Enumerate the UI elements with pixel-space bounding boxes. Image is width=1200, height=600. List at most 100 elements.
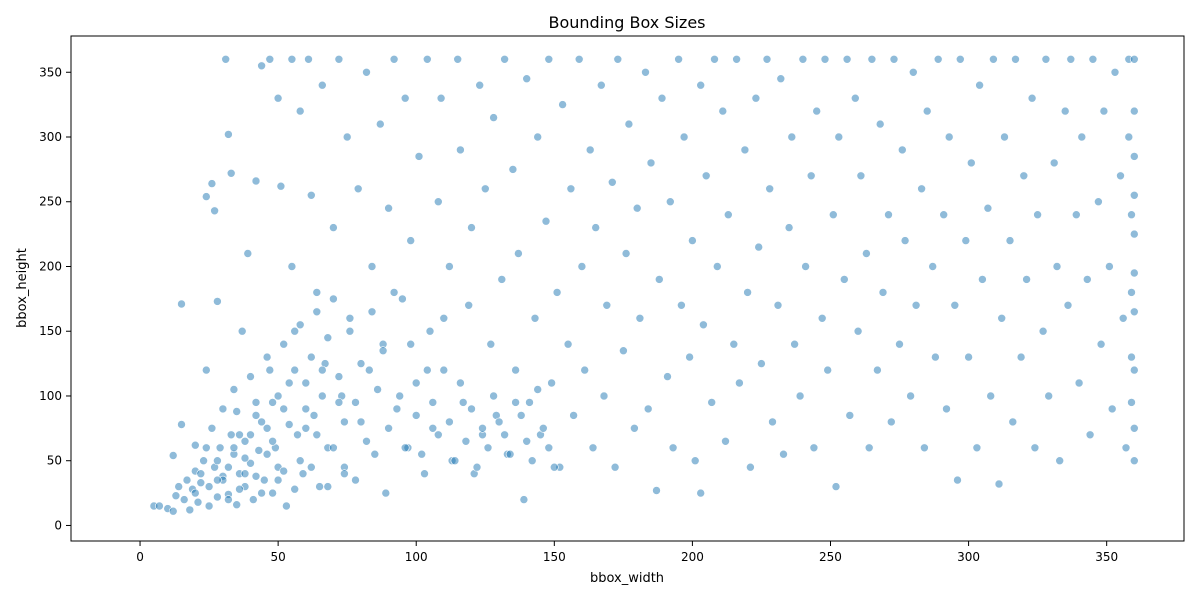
data-point <box>511 398 520 407</box>
data-point <box>911 300 921 310</box>
data-point <box>665 197 675 206</box>
data-point <box>1055 456 1064 466</box>
data-point <box>779 449 788 459</box>
data-point <box>268 436 277 446</box>
data-point <box>240 469 250 479</box>
data-point <box>445 262 454 271</box>
data-point <box>696 488 706 498</box>
data-point <box>1038 326 1048 336</box>
data-point <box>323 482 333 491</box>
data-point <box>345 313 355 323</box>
data-point <box>356 359 366 368</box>
data-point <box>511 365 520 375</box>
data-point <box>1130 456 1139 466</box>
data-point <box>290 484 300 494</box>
data-point <box>249 495 258 504</box>
x-tick-label: 50 <box>270 550 285 564</box>
data-point <box>298 469 308 479</box>
data-point <box>439 313 449 323</box>
data-point <box>436 93 446 103</box>
data-point <box>221 54 230 64</box>
data-point <box>480 184 490 194</box>
data-point <box>486 339 496 349</box>
data-point <box>257 417 266 427</box>
data-point <box>378 346 388 356</box>
data-point <box>630 423 639 433</box>
data-point <box>185 505 195 515</box>
data-point <box>1072 210 1081 219</box>
data-point <box>668 443 678 453</box>
data-point <box>315 482 324 491</box>
data-point <box>1110 68 1120 77</box>
data-point <box>317 391 327 401</box>
data-point <box>850 93 860 103</box>
data-point <box>329 223 338 232</box>
data-point <box>279 466 289 476</box>
data-point <box>246 430 255 440</box>
data-point <box>1030 443 1040 453</box>
data-point <box>544 443 554 453</box>
data-point <box>1124 132 1134 142</box>
data-point <box>751 93 761 103</box>
data-point <box>966 158 976 168</box>
data-point <box>370 449 380 459</box>
data-point <box>674 54 683 64</box>
data-point <box>265 365 275 375</box>
data-point <box>259 475 269 485</box>
data-point <box>972 443 982 453</box>
data-point <box>1130 365 1139 375</box>
data-point <box>641 68 650 77</box>
x-tick-label: 300 <box>957 550 980 564</box>
y-tick-label: 50 <box>47 454 62 468</box>
data-point <box>580 365 590 375</box>
data-point <box>1130 268 1139 278</box>
data-point <box>171 491 181 501</box>
data-point <box>712 262 722 271</box>
data-point <box>351 475 360 485</box>
data-point <box>1127 398 1136 407</box>
data-point <box>340 469 349 479</box>
data-point <box>191 440 200 450</box>
data-point <box>199 456 208 466</box>
data-point <box>1074 378 1084 388</box>
data-point <box>329 294 338 304</box>
data-point <box>701 171 711 181</box>
data-point <box>931 352 940 362</box>
data-point <box>933 54 943 64</box>
data-point <box>950 300 960 310</box>
data-point <box>820 54 830 64</box>
data-point <box>453 54 463 64</box>
data-point <box>522 436 532 446</box>
data-point <box>467 404 476 414</box>
data-point <box>334 372 344 381</box>
data-point <box>364 365 374 375</box>
y-axis-label: bbox_height <box>15 248 30 328</box>
data-point <box>254 446 264 455</box>
data-point <box>210 206 219 216</box>
data-point <box>317 80 327 90</box>
data-point <box>886 417 896 427</box>
data-point <box>817 313 827 323</box>
x-tick-label: 350 <box>1095 550 1118 564</box>
data-point <box>312 307 322 317</box>
data-point <box>873 365 882 375</box>
data-point <box>411 378 421 388</box>
data-point <box>643 404 653 414</box>
data-point <box>273 93 283 103</box>
data-point <box>1044 391 1053 401</box>
data-point <box>549 462 559 472</box>
data-point <box>619 346 628 356</box>
data-point <box>1121 443 1131 453</box>
data-point <box>456 145 465 155</box>
data-point <box>1011 54 1020 64</box>
data-point <box>1130 106 1139 116</box>
data-point <box>215 443 225 453</box>
data-point <box>398 294 407 304</box>
data-point <box>986 391 996 401</box>
data-point <box>202 192 211 201</box>
y-tick-label: 100 <box>39 389 62 403</box>
data-point <box>1088 54 1098 64</box>
data-point <box>1105 262 1114 271</box>
data-point <box>516 411 526 420</box>
data-point <box>607 178 617 187</box>
